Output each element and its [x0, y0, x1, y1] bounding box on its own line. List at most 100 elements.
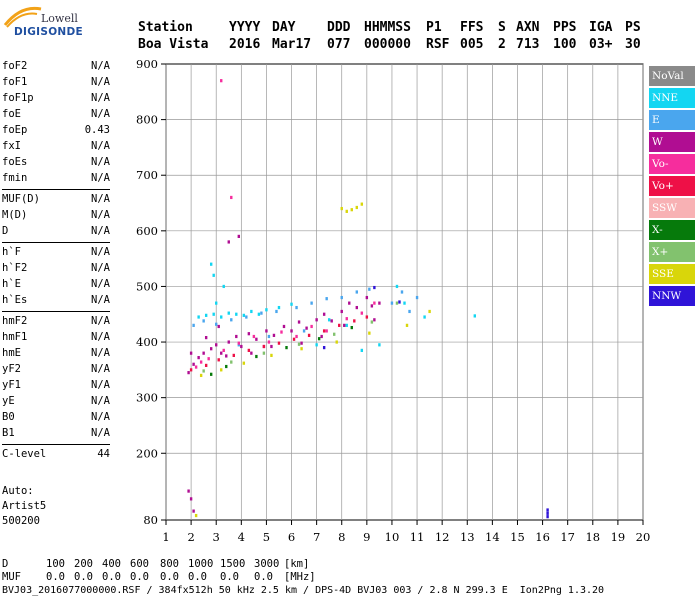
data-point-vo: [204, 363, 208, 368]
data-point-sse: [428, 309, 431, 314]
data-point-nne: [222, 284, 225, 289]
param-label: yF2: [2, 363, 21, 375]
param-separator: [2, 444, 110, 445]
data-point-vo: [373, 301, 376, 305]
param-label: foF1: [2, 76, 28, 88]
param-row-b0: B0 N/A: [2, 411, 110, 425]
data-point-w: [378, 301, 381, 305]
param-value: N/A: [91, 225, 110, 237]
param-label: h`Es: [2, 294, 28, 306]
data-point-vo: [247, 348, 251, 352]
row2-5: RSF: [426, 37, 450, 52]
data-point-e: [355, 290, 358, 294]
param-label: B0: [2, 411, 15, 423]
data-point-nne: [378, 343, 381, 347]
legend-item-nnw: NNW: [649, 286, 695, 306]
param-row-hmf1: hmF1 N/A: [2, 331, 110, 345]
param-value: N/A: [91, 140, 110, 152]
data-point-x: [285, 346, 288, 350]
y-tick-label: 300: [136, 391, 158, 405]
row1-11: PS: [625, 20, 641, 35]
data-point-vo: [277, 341, 281, 345]
footer-row-value: 0.0: [160, 571, 179, 583]
data-point-w: [192, 509, 195, 513]
data-point-x: [297, 342, 301, 346]
param-row-hes: h`Es N/A: [2, 294, 110, 308]
data-point-vo: [230, 195, 233, 200]
param-value: N/A: [91, 363, 110, 375]
data-point-vo: [267, 340, 271, 344]
data-point-w: [370, 304, 374, 308]
data-point-e: [400, 290, 404, 294]
param-row-foep: foEp 0.43: [2, 124, 110, 138]
data-point-w: [365, 295, 369, 300]
row1-5: P1: [426, 20, 442, 35]
legend-item-e: E: [649, 110, 695, 130]
footer-row-value: 0.0: [130, 571, 149, 583]
row1-4: HHMMSS: [364, 20, 411, 35]
x-tick-label: 1: [162, 530, 169, 544]
param-label: C-level: [2, 448, 47, 460]
param-row-hmf2: hmF2 N/A: [2, 315, 110, 329]
param-value: N/A: [91, 193, 110, 205]
data-point-w: [227, 340, 230, 344]
param-label: D: [2, 225, 9, 237]
param-label: hmF1: [2, 331, 28, 343]
data-point-e: [295, 305, 298, 310]
logo-line2: DIGISONDE: [14, 26, 84, 38]
x-tick-label: 4: [238, 530, 245, 544]
param-value: N/A: [91, 60, 110, 72]
param-label: h`F2: [2, 262, 28, 274]
x-tick-label: 8: [338, 530, 345, 544]
data-point-nnw: [322, 346, 326, 350]
x-tick-label: 2: [187, 530, 194, 544]
data-point-w: [305, 326, 308, 330]
digisonde-logo: Lowell DIGISONDE: [3, 3, 83, 43]
data-point-nne: [204, 313, 208, 317]
param-value: 0.43: [84, 124, 110, 136]
data-point-nne: [265, 308, 268, 312]
x-tick-label: 6: [288, 530, 295, 544]
param-value: N/A: [91, 331, 110, 343]
data-point-sse: [355, 205, 358, 210]
data-point-vo: [252, 334, 256, 339]
legend-item-x: X-: [649, 220, 695, 240]
row1-3: DDD: [327, 20, 351, 35]
data-point-vo: [353, 319, 356, 323]
param-label: foEp: [2, 124, 28, 136]
legend-item-sse: SSE: [649, 264, 695, 284]
x-tick-label: 13: [460, 530, 475, 544]
data-point-x: [370, 320, 374, 324]
footer-row-value: [MHz]: [284, 571, 316, 583]
data-point-sse: [220, 368, 223, 372]
x-tick-label: 19: [611, 530, 626, 544]
data-point-w: [187, 371, 190, 375]
data-point-vo: [292, 337, 296, 341]
param-value: N/A: [91, 411, 110, 423]
data-point-x: [333, 332, 336, 336]
data-point-nnw: [373, 285, 376, 290]
param-label: foF2: [2, 60, 28, 72]
data-point-x: [225, 364, 228, 369]
param-label: hmF2: [2, 315, 28, 327]
data-point-nne: [209, 262, 213, 266]
data-point-w: [255, 337, 258, 341]
param-row-foes: foEs N/A: [2, 156, 110, 170]
param-row-clevel: C-level 44: [2, 448, 110, 462]
data-point-e: [390, 301, 394, 305]
row2-10: 03+: [589, 37, 613, 52]
row1-0: Station: [138, 20, 193, 35]
param-label: B1: [2, 427, 15, 439]
param-value: N/A: [91, 108, 110, 120]
param-label: yE: [2, 395, 15, 407]
y-tick-label: 600: [136, 224, 158, 238]
legend-item-x: X+: [649, 242, 695, 262]
row1-1: YYYY: [229, 20, 261, 35]
row2-4: 000000: [364, 37, 411, 52]
data-point-w: [330, 319, 333, 323]
data-point-w: [343, 323, 346, 327]
data-point-w: [300, 341, 303, 345]
data-point-vo: [232, 353, 235, 357]
row1-7: S: [498, 20, 506, 35]
param-value: N/A: [91, 209, 110, 221]
